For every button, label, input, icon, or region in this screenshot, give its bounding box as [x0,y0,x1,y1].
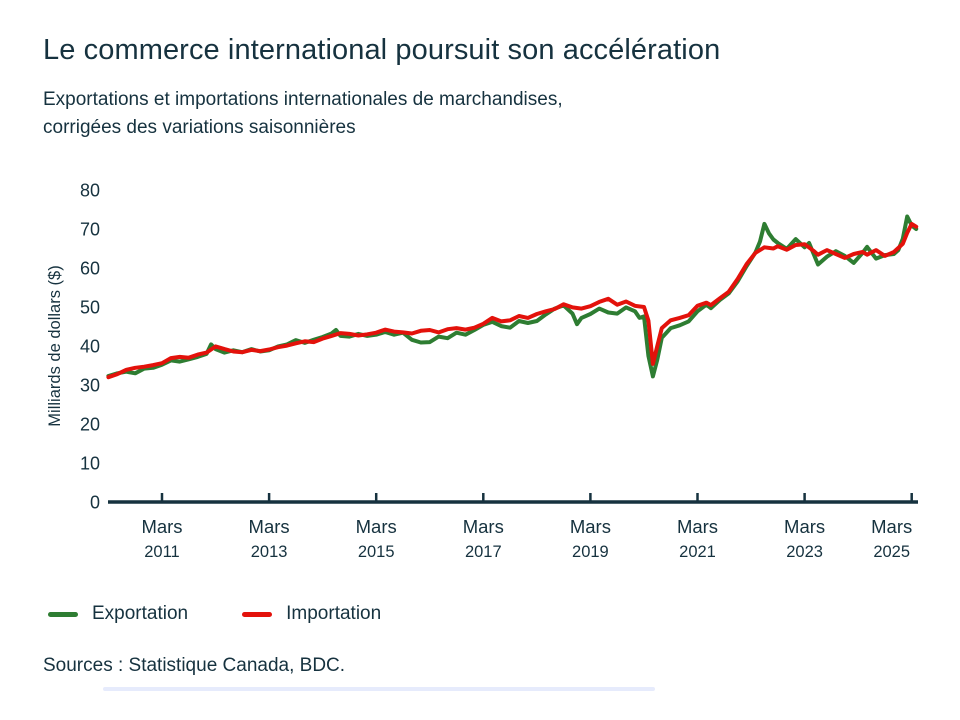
x-axis [108,493,918,504]
sources-note: Sources : Statistique Canada, BDC. [43,655,346,676]
chart-subtitle: Exportations et importations internation… [43,86,803,142]
importation-line-swatch [242,611,273,617]
y-tick-0: 0 [90,493,100,513]
x-label-month-2019: Mars [570,516,611,537]
x-label-year-2023: 2023 [786,543,823,561]
x-label-month-2017: Mars [463,516,504,537]
x-label-month-2015: Mars [356,516,397,537]
x-label-month-2021: Mars [677,516,718,537]
x-label-year-2011: 2011 [144,543,179,561]
legend-item-importation: Importation [242,603,381,625]
legend-label-importation: Importation [286,603,382,624]
bottom-accent-rule [103,687,655,691]
x-label-month-2011: Mars [141,516,182,537]
y-tick-50: 50 [80,298,100,318]
x-label-year-2021: 2021 [679,543,716,561]
chart-subtitle-line1: Exportations et importations internation… [43,89,563,110]
x-label-year-2019: 2019 [572,543,609,561]
y-tick-60: 60 [80,259,100,279]
y-tick-10: 10 [80,454,100,474]
data-series [106,214,919,380]
y-axis-tick-labels: 80 70 60 50 40 30 20 10 0 [80,181,100,513]
series-line-importation [106,221,919,380]
x-label-month-2025: Mars [871,516,912,537]
y-tick-80: 80 [80,181,100,201]
y-axis-title: Milliards de dollars ($) [46,265,64,426]
x-label-year-2017: 2017 [465,543,502,561]
x-label-year-2015: 2015 [358,543,395,561]
x-label-month-2013: Mars [249,516,290,537]
y-tick-40: 40 [80,337,100,357]
legend-item-exportation: Exportation [48,603,188,625]
x-axis-tick-labels: Mars 2011 Mars 2013 Mars 2015 Mars 2017 Mars 2019… [141,516,912,561]
chart-title: Le commerce international poursuit son a… [43,34,721,66]
x-label-year-2025: 2025 [873,543,910,561]
exportation-line-swatch [48,611,78,617]
legend-label-exportation: Exportation [92,603,189,624]
x-label-month-2023: Mars [784,516,825,537]
chart-subtitle-line2: corrigées des variations saisonnières [43,117,356,138]
legend: Exportation Importation [48,603,381,625]
y-tick-30: 30 [80,376,100,396]
y-tick-20: 20 [80,415,100,435]
y-tick-70: 70 [80,220,100,240]
x-label-year-2013: 2013 [251,543,288,561]
